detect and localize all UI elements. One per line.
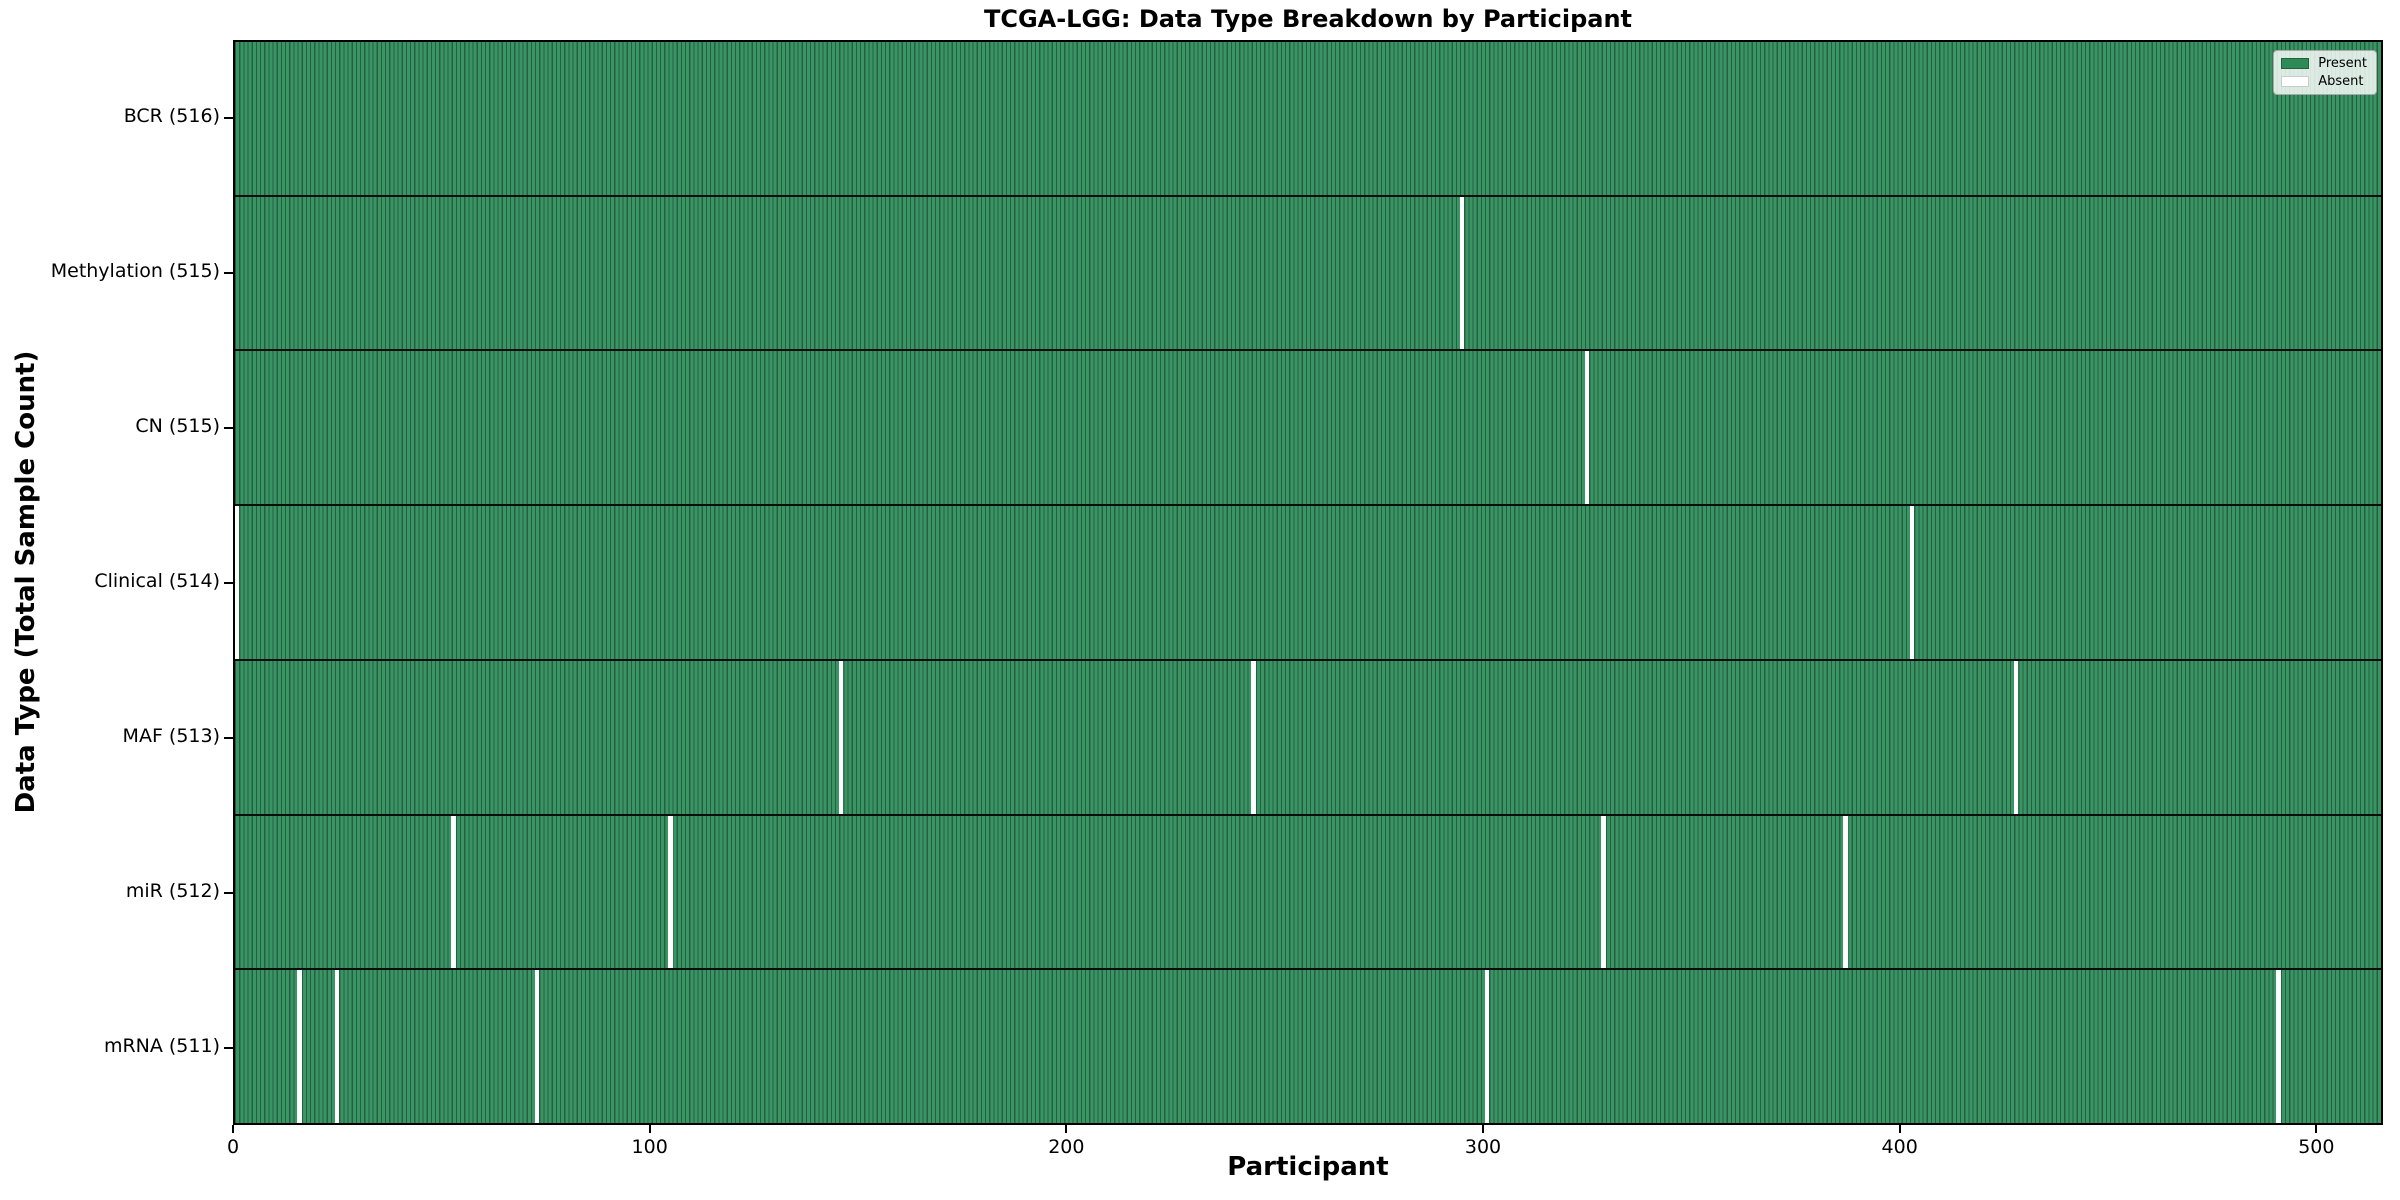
y-tick-mark <box>224 581 233 584</box>
y-tick-label: Methylation (515) <box>50 259 220 282</box>
row-maf <box>235 660 2381 816</box>
y-tick-label: MAF (513) <box>122 724 220 747</box>
y-tick-mark <box>224 426 233 429</box>
x-tick-label: 100 <box>631 1136 668 1158</box>
absent-gap <box>297 970 302 1124</box>
row-mrna <box>235 970 2381 1124</box>
x-tick-mark <box>2315 1125 2318 1133</box>
x-tick-label: 0 <box>226 1136 240 1158</box>
chart-title: TCGA-LGG: Data Type Breakdown by Partici… <box>983 5 1633 33</box>
absent-gap <box>334 970 340 1124</box>
x-tick-mark <box>232 1125 234 1133</box>
y-tick-mark <box>224 1046 233 1049</box>
absent-gap <box>838 660 844 814</box>
y-tick-label: mRNA (511) <box>103 1034 220 1057</box>
present-swatch <box>2281 58 2310 69</box>
row-cn <box>235 351 2381 507</box>
y-tick-label: miR (512) <box>125 879 220 902</box>
absent-label: Absent <box>2318 74 2364 89</box>
row-methylation <box>235 196 2381 352</box>
row-mir <box>235 815 2381 971</box>
row-clinical <box>235 506 2381 661</box>
x-tick-label: 500 <box>2298 1136 2335 1158</box>
absent-gap <box>534 970 540 1124</box>
absent-gap <box>1909 506 1915 659</box>
absent-gap <box>1459 196 1465 350</box>
y-tick-label: BCR (516) <box>123 104 220 127</box>
x-tick-label: 400 <box>1881 1136 1918 1158</box>
y-tick-mark <box>224 736 233 739</box>
legend-entry-present: Present <box>2281 57 2367 70</box>
plot-area: Present Absent <box>233 40 2383 1125</box>
y-tick-mark <box>224 891 233 894</box>
absent-gap <box>1843 815 1848 969</box>
y-tick-label: CN (515) <box>135 414 220 437</box>
absent-gap <box>2276 970 2281 1124</box>
absent-gap <box>451 815 456 969</box>
absent-swatch <box>2281 76 2310 87</box>
x-tick-mark <box>1065 1125 1068 1133</box>
absent-gap <box>1584 351 1590 505</box>
absent-gap <box>2013 660 2019 814</box>
y-tick-label: Clinical (514) <box>94 569 220 592</box>
x-tick-mark <box>648 1125 651 1133</box>
x-tick-mark <box>1482 1125 1484 1133</box>
absent-gap <box>668 815 673 969</box>
y-tick-mark <box>224 271 233 274</box>
present-label: Present <box>2318 56 2367 71</box>
legend: Present Absent <box>2273 50 2377 95</box>
row-bcr <box>235 42 2381 197</box>
y-tick-mark <box>224 116 233 119</box>
absent-gap <box>1484 970 1490 1124</box>
x-tick-label: 300 <box>1464 1136 1502 1158</box>
x-tick-mark <box>1898 1125 1901 1133</box>
x-tick-label: 200 <box>1048 1136 1085 1158</box>
absent-gap <box>235 506 240 659</box>
absent-gap <box>1251 660 1256 814</box>
legend-entry-absent: Absent <box>2281 75 2367 88</box>
x-axis-title: Participant <box>1227 1152 1389 1182</box>
absent-gap <box>1601 815 1606 969</box>
